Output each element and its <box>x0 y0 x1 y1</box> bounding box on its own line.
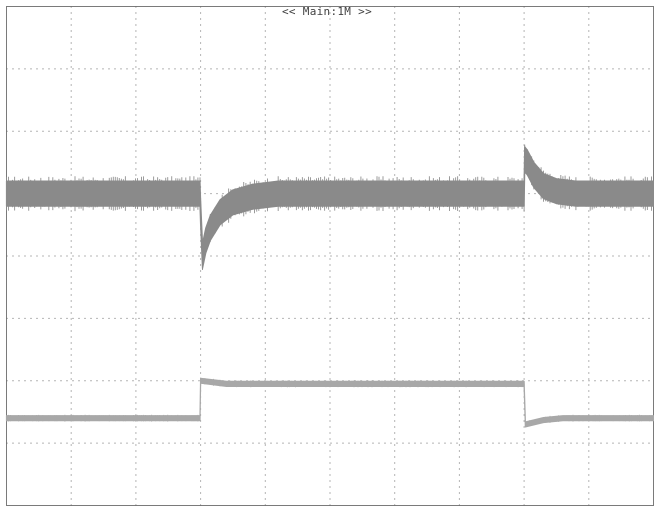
chart-title: << Main:1M >> <box>282 5 372 18</box>
plot-border <box>6 6 654 506</box>
trace-2-noise <box>6 377 652 428</box>
trace-1-noise <box>6 144 652 270</box>
